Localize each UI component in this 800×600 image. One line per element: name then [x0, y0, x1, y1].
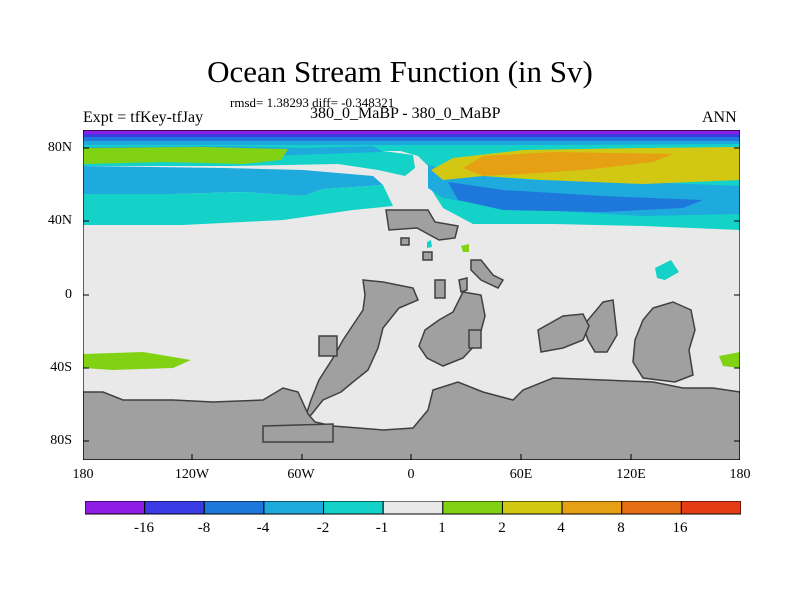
y-tick-label: 0 — [65, 287, 72, 302]
land-mask — [83, 209, 740, 460]
land-europe — [385, 209, 459, 241]
y-tick-label: 80S — [50, 433, 72, 448]
stats-text: rmsd= 1.38293 diff= -0.348321 — [230, 95, 395, 110]
land-australia — [632, 301, 696, 383]
y-tick-label: 80N — [47, 140, 72, 155]
case-label: 380_0_MaBP - 380_0_MaBP — [310, 105, 501, 122]
land-arabia — [470, 259, 505, 289]
colorbar-label: 1 — [438, 520, 446, 536]
colorbar-bin — [144, 501, 205, 515]
colorbar — [85, 501, 741, 515]
colorbar-label: 8 — [617, 520, 625, 536]
y-tick-label: 40N — [47, 213, 72, 228]
colorbar-label: -2 — [316, 520, 330, 536]
x-tick-label: 120E — [616, 467, 646, 482]
colorbar-label: -1 — [375, 520, 389, 536]
experiment-label: Expt = tfKey-tfJay — [83, 109, 204, 126]
colorbar-bin — [442, 501, 503, 515]
season-label: ANN — [702, 109, 737, 126]
map-title: Ocean Stream Function (in Sv) — [207, 54, 593, 89]
colorbar-bin — [621, 501, 682, 515]
x-tick-label: 60E — [509, 467, 533, 482]
colorbar-bin — [263, 501, 325, 515]
colorbar-bin — [323, 501, 384, 515]
stream-function-map — [83, 130, 740, 460]
northern-contours — [83, 144, 740, 230]
colorbar-bin — [680, 501, 741, 515]
colorbar-label: -16 — [134, 520, 154, 536]
colorbar-bin — [501, 501, 563, 515]
colorbar-label: -8 — [197, 520, 211, 536]
colorbar-bin — [382, 501, 444, 515]
land-antarctica — [83, 377, 740, 460]
x-tick-label: 120W — [174, 467, 210, 482]
axis-ticks — [83, 147, 740, 460]
land-south-america — [303, 279, 419, 420]
colorbar-bin — [203, 501, 265, 515]
colorbar-label: -4 — [256, 520, 270, 536]
y-tick-label: 40S — [50, 360, 72, 375]
colorbar-bin — [561, 501, 623, 515]
colorbar-label: 16 — [672, 520, 688, 536]
x-tick-label: 180 — [72, 467, 94, 482]
colorbar-label: 4 — [557, 520, 565, 536]
x-tick-label: 180 — [729, 467, 751, 482]
minor-contours — [83, 240, 740, 370]
colorbar-bin — [85, 501, 146, 515]
colorbar-label: 2 — [498, 520, 506, 536]
x-tick-label: 0 — [407, 467, 415, 482]
x-tick-label: 60W — [287, 467, 315, 482]
